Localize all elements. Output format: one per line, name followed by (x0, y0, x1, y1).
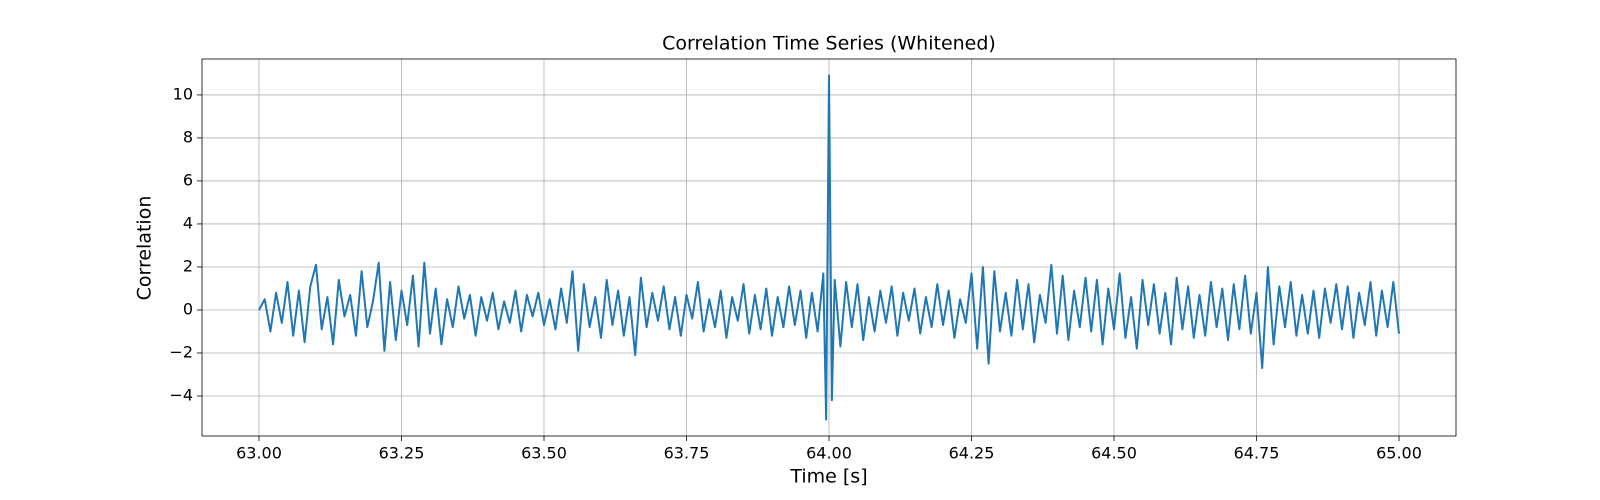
x-axis-label: Time [s] (789, 466, 867, 488)
y-tick-label: −4 (169, 385, 193, 404)
y-tick-label: 0 (183, 299, 193, 318)
x-tick-label: 63.25 (379, 444, 425, 463)
x-tick-label: 64.75 (1234, 444, 1280, 463)
x-tick-label: 63.75 (664, 444, 710, 463)
chart-title: Correlation Time Series (Whitened) (662, 33, 996, 55)
y-tick-label: −2 (169, 342, 193, 361)
x-tick-label: 63.00 (236, 444, 282, 463)
data-line (258, 74, 1400, 421)
x-tick-label: 64.00 (806, 444, 852, 463)
y-tick-label: 6 (183, 170, 193, 189)
y-axis-label: Correlation (134, 196, 156, 301)
x-tick-label: 64.50 (1091, 444, 1137, 463)
y-tick-label: 4 (183, 213, 193, 232)
plot-frame (201, 58, 1457, 437)
x-tick-label: 64.25 (949, 444, 995, 463)
y-tick-label: 2 (183, 256, 193, 275)
x-tick-label: 65.00 (1376, 444, 1422, 463)
y-tick-label: 8 (183, 127, 193, 146)
y-tick-label: 10 (173, 84, 193, 103)
x-tick-label: 63.50 (521, 444, 567, 463)
